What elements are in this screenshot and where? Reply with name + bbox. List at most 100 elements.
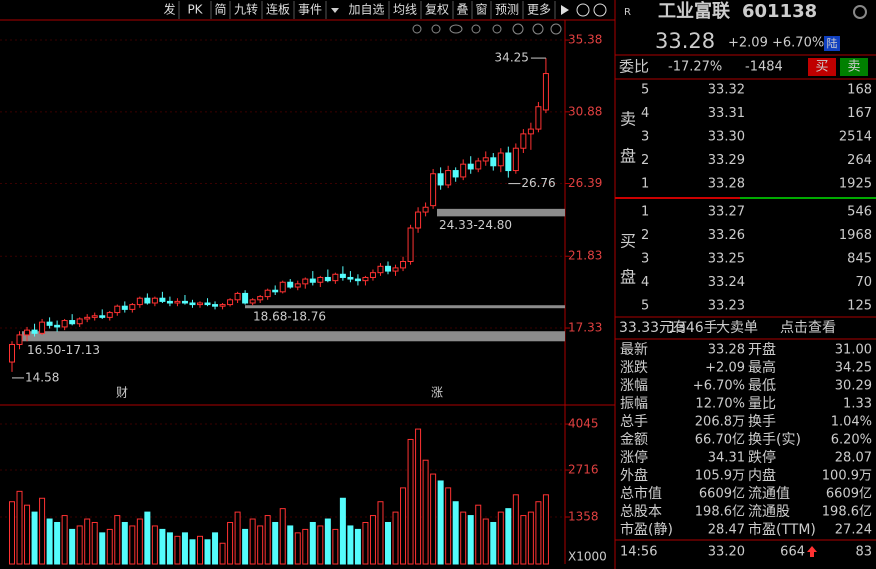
volume-bar xyxy=(91,521,98,565)
level-price: 33.28 xyxy=(708,177,745,192)
stat-label: 最低 xyxy=(748,378,776,394)
volume-bar xyxy=(347,525,354,565)
candle-body xyxy=(362,276,369,282)
toolbar-button[interactable]: 九转 xyxy=(234,2,258,17)
volume-bar xyxy=(99,532,106,565)
volume-bar xyxy=(302,528,309,565)
up-arrow xyxy=(807,546,817,557)
dropdown-icon[interactable] xyxy=(331,8,339,13)
trade-info[interactable]: 点击查看 xyxy=(780,320,836,336)
stock-code: 601138 xyxy=(742,1,817,22)
toolbar-button[interactable]: 窗 xyxy=(475,3,487,17)
volume-bar xyxy=(136,518,143,565)
toolbar-button[interactable]: 发 xyxy=(163,2,175,17)
sell-button-label[interactable]: 卖 xyxy=(847,60,860,75)
candle-body xyxy=(512,147,519,172)
stat-value: +2.09 xyxy=(705,361,745,376)
buy-button-label[interactable]: 买 xyxy=(815,60,828,75)
tool-icon[interactable] xyxy=(512,23,524,35)
tool-icon[interactable] xyxy=(449,24,463,34)
volume-bar xyxy=(31,511,38,565)
volume-bar xyxy=(437,480,444,565)
stat-value: 34.25 xyxy=(835,361,872,376)
candle-body xyxy=(490,157,497,167)
toolbar-button[interactable]: 复权 xyxy=(425,3,449,17)
volume-bar xyxy=(257,525,264,565)
candle-body xyxy=(497,152,504,167)
tool-icon[interactable] xyxy=(471,24,481,34)
zoom-icon[interactable] xyxy=(576,3,590,17)
toolbar-button[interactable]: 简 xyxy=(214,3,226,17)
candle-body xyxy=(46,321,53,326)
candle-body xyxy=(302,278,309,285)
volume-bar xyxy=(39,497,46,565)
zoom-icon[interactable] xyxy=(593,3,607,17)
toolbar-button[interactable]: 更多 xyxy=(527,3,551,17)
volume-bar xyxy=(189,539,196,565)
tool-icon[interactable] xyxy=(412,24,422,34)
candle-body xyxy=(535,106,542,130)
candle-body xyxy=(430,173,437,207)
toolbar-button[interactable]: 事件 xyxy=(298,3,322,17)
volume-bar xyxy=(407,438,414,565)
volume-bar xyxy=(76,525,83,565)
candle-body xyxy=(9,343,15,363)
volume-bar xyxy=(24,504,31,565)
volume-bar xyxy=(114,515,121,565)
stat-label: 市盈(静) xyxy=(620,521,673,538)
y-tick-label: 30.88 xyxy=(568,104,602,118)
level-price: 33.29 xyxy=(708,153,745,168)
volume-bar xyxy=(204,539,211,565)
volume-bar xyxy=(445,487,452,565)
toolbar-button[interactable]: 均线 xyxy=(393,3,417,17)
toolbar-button[interactable]: 加自选 xyxy=(348,3,384,17)
volume-bar xyxy=(339,497,346,565)
stat-value: 6609亿 xyxy=(826,487,872,502)
candle-body xyxy=(197,302,203,306)
volume-bar xyxy=(272,521,279,565)
candle-body xyxy=(114,305,121,314)
buy-button[interactable] xyxy=(808,58,836,76)
candle-body xyxy=(309,278,316,283)
candle-body xyxy=(294,283,301,288)
volume-bar xyxy=(512,494,519,565)
candle-body xyxy=(204,302,211,306)
event-marker[interactable]: 涨 xyxy=(431,385,443,400)
support-zone xyxy=(22,331,565,342)
toolbar-button[interactable]: 预测 xyxy=(495,3,519,17)
candle-body xyxy=(69,320,76,325)
candle-body xyxy=(279,281,286,293)
tool-icon[interactable] xyxy=(431,24,441,34)
volume-bar xyxy=(219,542,226,565)
stat-value: 31.00 xyxy=(835,343,872,358)
candle-body xyxy=(437,173,444,186)
stat-label: 量比 xyxy=(748,396,776,412)
toolbar-button[interactable]: PK xyxy=(187,3,203,17)
volume-bar xyxy=(54,521,61,565)
volume-bar xyxy=(69,528,76,565)
settings-icon[interactable] xyxy=(853,5,867,19)
level-price: 33.32 xyxy=(708,83,745,98)
tool-icon[interactable] xyxy=(532,23,544,35)
candle-body xyxy=(257,296,264,301)
stat-label: 涨跌 xyxy=(620,360,648,376)
volume-bar xyxy=(234,511,241,565)
trade-info: 大卖单 xyxy=(716,320,758,336)
toolbar-button[interactable]: 连板 xyxy=(266,2,290,17)
tick-info: 83 xyxy=(855,545,872,560)
stat-label: 最高 xyxy=(748,359,776,376)
toolbar-button[interactable]: 叠 xyxy=(456,3,468,17)
event-marker[interactable]: 财 xyxy=(116,386,128,400)
sell-button[interactable] xyxy=(840,58,868,76)
nav-icon[interactable] xyxy=(561,5,569,15)
stock-name: 工业富联 xyxy=(658,0,730,22)
level-volume: 125 xyxy=(847,299,872,314)
tool-icon[interactable] xyxy=(492,24,502,34)
chart-tools[interactable] xyxy=(412,23,562,35)
level-volume: 168 xyxy=(847,83,872,98)
stat-label: 流通值 xyxy=(748,486,790,502)
stat-value: 27.24 xyxy=(835,523,872,538)
change-pct: +6.70% xyxy=(772,36,824,51)
tool-icon[interactable] xyxy=(550,23,562,35)
